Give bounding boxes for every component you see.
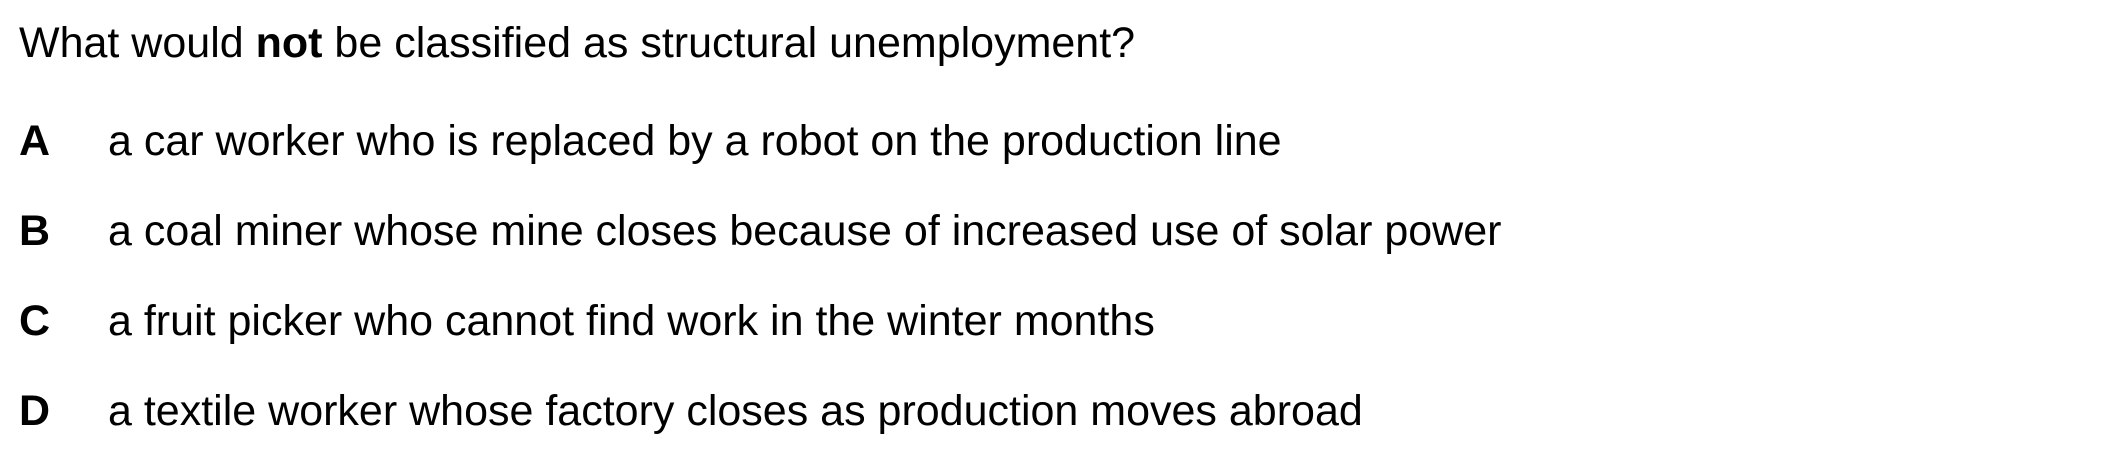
option-d-letter: D: [19, 387, 51, 435]
option-a[interactable]: A a car worker who is replaced by a robo…: [19, 120, 1282, 163]
option-c-letter: C: [19, 297, 51, 345]
question-emphasis: not: [255, 19, 323, 67]
question-text: What would not be classified as structur…: [19, 22, 1135, 65]
question-prefix: What would: [19, 19, 256, 67]
option-d[interactable]: D a textile worker whose factory closes …: [19, 390, 1363, 433]
option-d-text: a textile worker whose factory closes as…: [108, 387, 1363, 435]
option-a-letter: A: [19, 117, 51, 165]
option-b[interactable]: B a coal miner whose mine closes because…: [19, 210, 1501, 253]
option-b-letter: B: [19, 207, 51, 255]
question-suffix: be classified as structural unemployment…: [322, 19, 1136, 67]
option-b-text: a coal miner whose mine closes because o…: [108, 207, 1502, 255]
option-a-text: a car worker who is replaced by a robot …: [108, 117, 1282, 165]
option-c-text: a fruit picker who cannot find work in t…: [108, 297, 1155, 345]
option-c[interactable]: C a fruit picker who cannot find work in…: [19, 300, 1155, 343]
